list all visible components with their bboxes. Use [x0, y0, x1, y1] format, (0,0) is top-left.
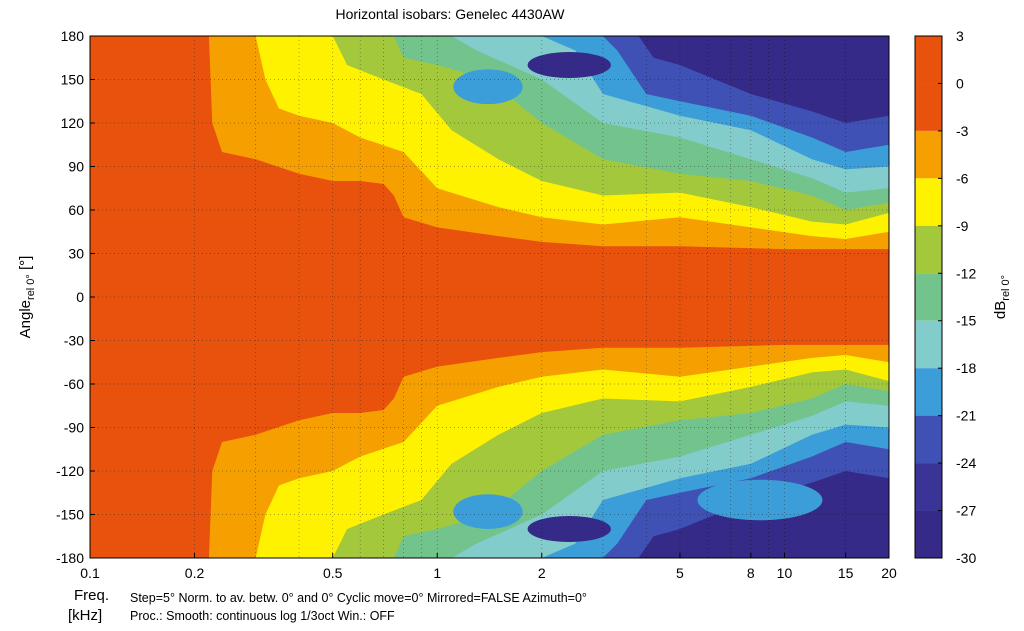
x-axis-ticks: 0.1 0.2 0.5 1 2 5 8 10 15 20: [80, 553, 897, 581]
colorbar: 3 0 -3 -6 -9 -12 -15 -18 -21 -24 -27 -30: [914, 28, 976, 566]
x-tick-label-1: 0.2: [185, 565, 205, 581]
x-tick-label-3: 1: [433, 565, 441, 581]
colorbar-tick-label-8: -21: [956, 408, 976, 424]
colorbar-band-0: [915, 36, 942, 84]
x-tick-label-2: 0.5: [323, 565, 343, 581]
colorbar-tick-label-6: -15: [956, 313, 976, 329]
isobar-island-2: [527, 515, 611, 543]
y-tick-label-10: -120: [56, 463, 84, 479]
colorbar-tick-label-2: -3: [956, 123, 969, 139]
isobar-band-lower-7: [90, 471, 889, 558]
x-tick-label-4: 2: [538, 565, 546, 581]
colorbar-tick-label-10: -27: [956, 503, 976, 519]
colorbar-tick-label-0: 3: [956, 28, 964, 44]
colorbar-tick-label-7: -18: [956, 360, 976, 376]
isobar-island-4: [697, 479, 823, 521]
colorbar-tick-label-9: -24: [956, 455, 976, 471]
x-tick-label-0: 0.1: [80, 565, 100, 581]
y-tick-label-7: -30: [64, 333, 84, 349]
y-tick-label-11: -150: [56, 507, 84, 523]
colorbar-band-1: [915, 83, 942, 131]
x-tick-label-5: 5: [676, 565, 684, 581]
colorbar-tick-label-1: 0: [956, 75, 964, 91]
isobar-island-3: [453, 494, 523, 529]
footer-settings-line: Step=5° Norm. to av. betw. 0° and 0° Cyc…: [130, 591, 587, 605]
x-tick-label-8: 15: [838, 565, 854, 581]
grid-lines: [90, 36, 889, 558]
y-tick-label-9: -90: [64, 420, 84, 436]
colorbar-band-10: [915, 510, 942, 558]
y-axis-label: Anglerel 0° [°]: [17, 256, 37, 339]
x-tick-label-6: 8: [747, 565, 755, 581]
footer-processing-line: Proc.: Smooth: continuous log 1/3oct Win…: [130, 609, 395, 623]
colorbar-label: dBrel 0°: [992, 275, 1012, 319]
plot-area: [90, 36, 889, 558]
isobar-island-0: [527, 51, 611, 79]
x-tick-label-9: 20: [881, 565, 897, 581]
colorbar-frame: [914, 35, 943, 559]
colorbar-band-4: [915, 225, 942, 274]
y-tick-label-1: 150: [61, 72, 85, 88]
x-axis-label-freq: Freq.: [74, 587, 110, 604]
y-tick-label-8: -60: [64, 376, 84, 392]
chart-title: Horizontal isobars: Genelec 4430AW: [335, 6, 565, 22]
colorbar-tick-label-3: -6: [956, 170, 969, 186]
colorbar-band-7: [915, 368, 942, 416]
isobar-island-1: [453, 69, 523, 105]
y-tick-label-6: 0: [76, 289, 84, 305]
isobar-band-upper-7: [90, 36, 889, 123]
colorbar-band-8: [915, 415, 942, 464]
colorbar-tick-label-4: -9: [956, 218, 969, 234]
colorbar-band-9: [915, 463, 942, 511]
colorbar-band-2: [915, 130, 942, 179]
y-tick-label-2: 120: [61, 115, 85, 131]
y-axis-ticks: 180 150 120 90 60 30 0 -30 -60 -90 -120 -150 -180: [56, 28, 95, 566]
colorbar-band-5: [915, 273, 942, 321]
colorbar-tick-label-11: -30: [956, 550, 976, 566]
colorbar-band-6: [915, 320, 942, 369]
colorbar-tick-label-5: -12: [956, 265, 976, 281]
y-tick-label-4: 60: [68, 202, 84, 218]
y-tick-label-0: 180: [61, 28, 85, 44]
y-tick-label-3: 90: [68, 159, 84, 175]
y-tick-label-5: 30: [68, 246, 84, 262]
x-tick-label-7: 10: [777, 565, 793, 581]
y-tick-label-12: -180: [56, 550, 84, 566]
x-axis-label-unit: [kHz]: [68, 607, 103, 624]
colorbar-band-3: [915, 178, 942, 226]
